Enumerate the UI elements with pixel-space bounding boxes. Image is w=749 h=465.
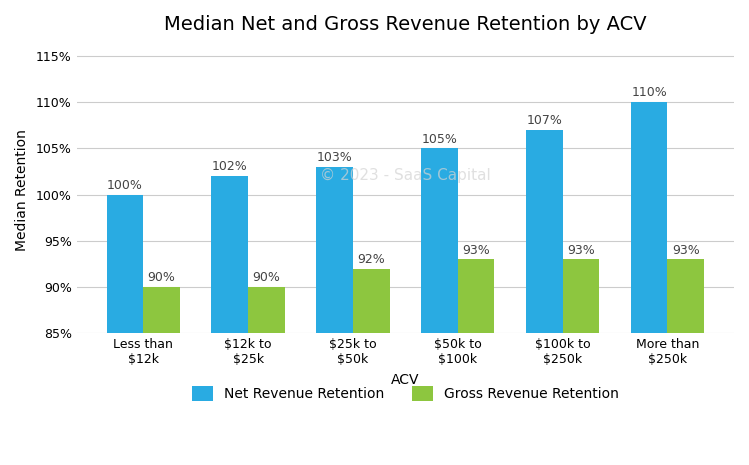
- Text: 90%: 90%: [252, 272, 280, 285]
- Text: 93%: 93%: [567, 244, 595, 257]
- Bar: [458, 259, 494, 465]
- Y-axis label: Median Retention: Median Retention: [15, 129, 29, 251]
- Bar: [143, 287, 180, 465]
- Text: 103%: 103%: [317, 151, 353, 164]
- Text: 93%: 93%: [672, 244, 700, 257]
- Bar: [562, 259, 599, 465]
- Bar: [631, 102, 667, 465]
- Legend: Net Revenue Retention, Gross Revenue Retention: Net Revenue Retention, Gross Revenue Ret…: [187, 381, 625, 407]
- Text: 100%: 100%: [107, 179, 143, 192]
- Text: 92%: 92%: [357, 253, 385, 266]
- Bar: [353, 269, 389, 465]
- X-axis label: ACV: ACV: [391, 373, 419, 387]
- Text: 105%: 105%: [422, 133, 458, 146]
- Text: 93%: 93%: [462, 244, 490, 257]
- Bar: [421, 148, 458, 465]
- Bar: [248, 287, 285, 465]
- Text: 102%: 102%: [212, 160, 248, 173]
- Bar: [316, 167, 353, 465]
- Text: 110%: 110%: [631, 86, 667, 100]
- Text: © 2023 - SaaS Capital: © 2023 - SaaS Capital: [320, 168, 491, 183]
- Bar: [211, 176, 248, 465]
- Bar: [526, 130, 562, 465]
- Text: 90%: 90%: [148, 272, 175, 285]
- Title: Median Net and Gross Revenue Retention by ACV: Median Net and Gross Revenue Retention b…: [164, 15, 646, 34]
- Text: 107%: 107%: [527, 114, 562, 127]
- Bar: [667, 259, 704, 465]
- Bar: [106, 195, 143, 465]
